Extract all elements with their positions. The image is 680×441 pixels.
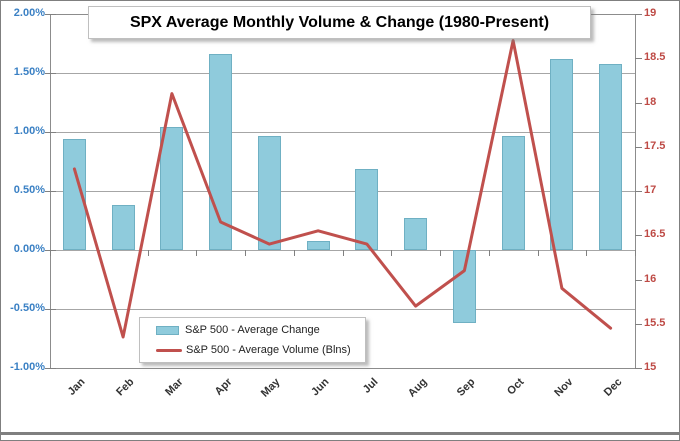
bar-Aug [404,218,428,250]
legend-item-change: S&P 500 - Average Change [156,322,365,338]
y-axis-left-label: 1.00% [13,125,45,137]
x-axis-label: Sep [455,376,478,399]
x-axis-label: May [259,376,283,400]
right-axis-tick [635,102,642,104]
category-tick [440,250,441,256]
legend-item-volume: S&P 500 - Average Volume (Blns) [156,342,365,358]
left-axis-tick [45,14,56,15]
left-axis-tick [45,132,56,133]
category-tick [635,250,636,256]
y-axis-right-label: 15 [644,361,657,373]
x-axis-label: Jul [360,376,381,396]
volume-line [72,39,613,339]
x-axis-label: Dec [601,376,625,399]
y-axis-left-label: 0.50% [13,184,45,196]
left-axis-tick [45,309,56,310]
y-axis-right-label: 16.5 [644,228,666,241]
y-axis-left-label: 1.50% [13,66,45,78]
chart-bottom-border [1,432,679,435]
left-axis-tick [45,191,56,192]
x-axis-label: Jan [65,376,88,398]
chart-title: SPX Average Monthly Volume & Change (198… [129,13,550,31]
category-tick [196,250,198,256]
x-axis-label: Jun [309,376,332,399]
y-axis-left-label: -0.50% [10,302,45,314]
category-tick [342,250,344,256]
y-axis-left-label: 0.00% [13,243,45,255]
legend-label-volume: S&P 500 - Average Volume (Blns) [186,344,351,356]
category-tick [488,250,490,256]
bar-May [257,135,281,250]
x-axis-label: Mar [163,376,186,399]
bar-Jan [62,139,86,250]
right-axis-tick [635,191,642,192]
y-axis-right-label: 19 [644,7,657,19]
category-tick [147,250,149,256]
right-axis-tick [635,279,642,281]
gridline [50,309,635,310]
bar-Apr [209,54,233,250]
bar-Mar [160,127,184,250]
left-axis-tick [45,368,56,369]
right-axis-tick [635,14,642,15]
legend: S&P 500 - Average Change S&P 500 - Avera… [139,317,366,363]
gridline [50,132,635,133]
bar-Dec [599,63,623,250]
bar-swatch-icon [156,325,179,335]
x-axis-label: Oct [505,376,527,398]
right-axis-tick [635,58,642,60]
bar-Sep [452,250,476,324]
right-axis-tick [635,323,642,325]
category-tick [50,250,51,256]
bar-Nov [550,58,574,250]
category-tick [293,250,295,256]
right-axis-tick [635,146,642,148]
category-tick [245,250,246,256]
y-axis-right-label: 17 [644,184,657,196]
bar-Feb [111,205,135,250]
legend-label-change: S&P 500 - Average Change [185,324,320,336]
y-axis-right-label: 16 [644,272,657,285]
right-axis-tick [635,235,642,237]
chart-title-box: SPX Average Monthly Volume & Change (198… [88,6,591,39]
x-axis-label: Apr [212,376,235,398]
volume-line-layer [72,39,613,339]
bar-Oct [501,135,525,250]
line-swatch-icon [156,348,182,352]
x-axis-label: Nov [552,376,576,400]
bar-Jun [306,240,330,250]
left-axis-tick [45,73,56,74]
y-axis-left-label: 2.00% [13,7,45,19]
gridline [50,368,635,369]
category-tick [586,250,588,256]
y-axis-right-label: 17.5 [644,139,666,152]
category-tick [391,250,393,256]
y-axis-right-label: 18 [644,95,657,108]
y-axis-right-label: 15.5 [644,316,666,329]
x-axis-label: Feb [114,376,137,399]
right-axis-tick [635,368,642,369]
y-axis-right-label: 18.5 [644,51,666,64]
bar-Jul [355,168,379,250]
gridline [50,191,635,192]
x-axis-label: Aug [405,376,430,400]
y-axis-left-label: -1.00% [10,361,45,373]
category-tick [537,250,539,256]
gridline [50,73,635,74]
